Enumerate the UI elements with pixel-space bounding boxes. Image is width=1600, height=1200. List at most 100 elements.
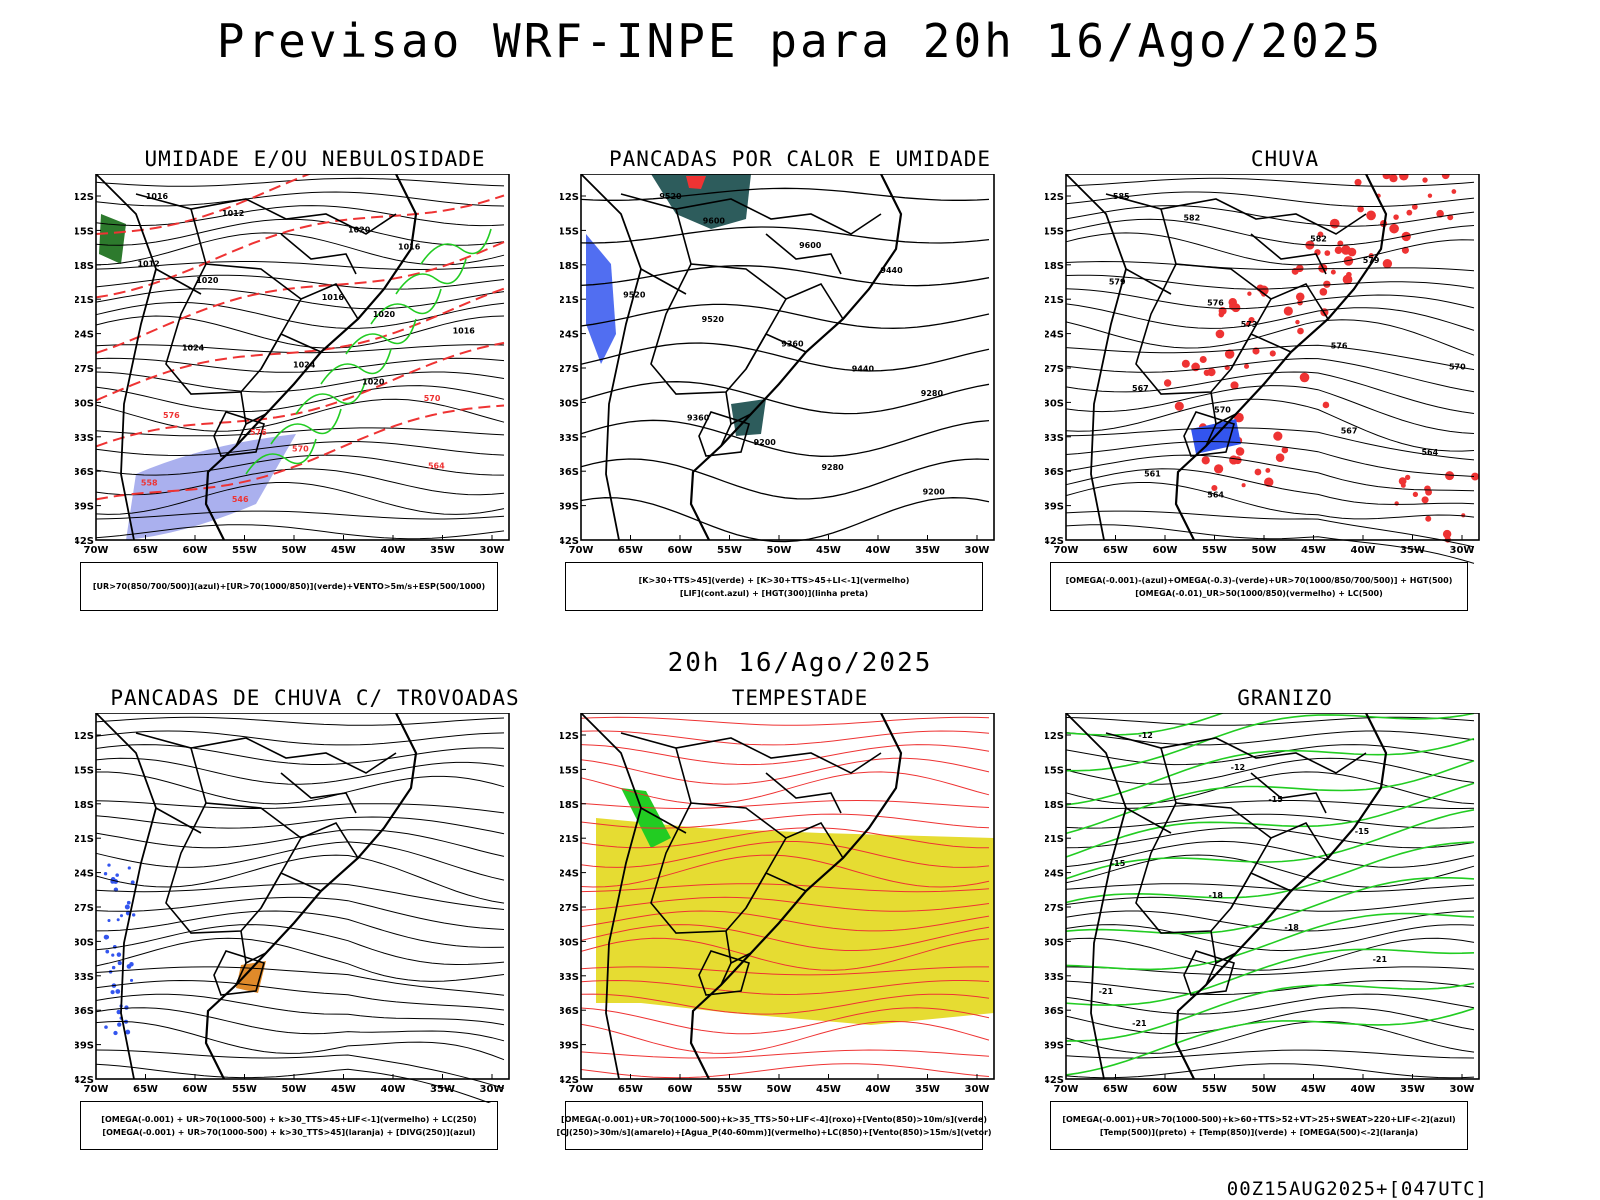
red-rain-dot — [1281, 446, 1289, 454]
red-rain-dot — [1427, 193, 1433, 198]
contour-label: 1020 — [196, 276, 219, 285]
green-humidity-contour — [420, 228, 492, 265]
streamline — [1065, 357, 1475, 393]
red-rain-dot — [1471, 472, 1479, 481]
red-rain-dot — [1357, 205, 1364, 213]
red-rain-dot — [1421, 496, 1429, 504]
legend-box: [OMEGA(-0.001) + UR>70(1000-500) + k>30_… — [80, 1101, 498, 1150]
blue-divergence-dot — [117, 961, 122, 966]
contour-label: 9440 — [852, 364, 875, 373]
lat-label: 15S — [75, 226, 94, 237]
lon-label: 55W — [232, 1084, 257, 1095]
lon-label: 50W — [767, 545, 792, 556]
blue-divergence-dot — [117, 1022, 122, 1027]
red-rain-dot — [1181, 359, 1190, 368]
streamline — [95, 232, 505, 266]
streamline — [95, 757, 505, 785]
lat-label: 21S — [560, 834, 579, 845]
streamline — [580, 744, 990, 766]
streamline — [1065, 854, 1475, 888]
streamline — [95, 937, 505, 982]
lat-label: 24S — [75, 869, 94, 880]
streamline — [580, 799, 990, 809]
lon-label: 70W — [1054, 545, 1079, 556]
streamline — [580, 813, 990, 829]
streamline — [95, 1007, 505, 1042]
red-rain-dot — [1224, 349, 1235, 359]
lon-label: 65W — [618, 545, 643, 556]
contour-label: 9360 — [687, 414, 710, 423]
streamline — [95, 800, 505, 814]
legend-line: [LIF](cont.azul) + [HGT(300)](linha pret… — [679, 588, 869, 598]
lon-label: 30W — [480, 1084, 505, 1095]
streamline — [1065, 827, 1475, 849]
red-rain-dot — [1398, 477, 1407, 486]
contour-label: 576 — [1331, 341, 1348, 350]
lat-label: 42S — [1045, 536, 1064, 547]
height-contour — [580, 381, 990, 415]
legend-line: [OMEGA(-0.001) + UR>70(1000-500) + k>30_… — [101, 1114, 477, 1124]
red-rain-dot — [1322, 401, 1330, 409]
red-rain-dot — [1295, 292, 1305, 302]
streamline — [1065, 468, 1475, 505]
lat-label: 42S — [560, 1075, 579, 1086]
country-border — [235, 423, 247, 447]
streamline — [1065, 524, 1475, 564]
coastline-east — [689, 174, 903, 541]
red-rain-dot — [1399, 174, 1409, 181]
streamline — [1065, 1021, 1475, 1054]
streamline — [1065, 218, 1475, 247]
streamline — [95, 398, 505, 432]
height-contour — [580, 342, 990, 372]
red-rain-dot — [1401, 231, 1411, 242]
legend-line: [K>30+TTS>45](verde) + [K>30+TTS>45+LI<-… — [638, 575, 910, 585]
red-rain-dot — [1244, 363, 1250, 369]
country-border — [765, 772, 842, 814]
main-title: Previsao WRF-INPE para 20h 16/Ago/2025 — [216, 14, 1384, 68]
red-rain-dot — [1389, 174, 1398, 183]
country-border — [155, 268, 202, 295]
lat-label: 30S — [75, 937, 94, 948]
blue-divergence-dot — [113, 1030, 118, 1036]
streamline — [95, 482, 505, 515]
red-rain-dot — [1264, 477, 1274, 487]
map-background — [581, 174, 994, 540]
green-humidity-contour — [270, 408, 342, 445]
green-temperature-contour — [1065, 948, 1475, 1006]
lat-label: 33S — [75, 433, 94, 444]
country-border — [280, 772, 357, 814]
lon-label: 70W — [1054, 1084, 1079, 1095]
blue-divergence-dot — [111, 965, 116, 970]
lon-label: 30W — [1450, 545, 1475, 556]
contour-label: 576 — [163, 411, 180, 420]
lon-label: 60W — [183, 1084, 208, 1095]
yellow-jet-area — [596, 818, 994, 1025]
lat-label: 18S — [75, 800, 94, 811]
blue-divergence-dot — [115, 873, 119, 877]
contour-label: 582 — [1310, 235, 1327, 244]
blue-divergence-dot — [124, 1005, 129, 1010]
red-rain-dot — [1265, 467, 1271, 473]
country-border — [1125, 807, 1172, 834]
map-background — [1066, 713, 1479, 1079]
lat-label: 18S — [560, 261, 579, 272]
lon-label: 40W — [866, 1084, 891, 1095]
lat-label: 24S — [1045, 330, 1064, 341]
red-rain-dot — [1411, 204, 1418, 210]
red-rain-dot — [1451, 189, 1457, 194]
lat-label: 12S — [1045, 731, 1064, 742]
lat-label: 36S — [75, 1006, 94, 1017]
lat-label: 18S — [1045, 261, 1064, 272]
lat-label: 12S — [560, 192, 579, 203]
red-rain-dot — [1445, 471, 1455, 481]
map-frame — [1065, 174, 1480, 541]
lon-label: 45W — [816, 545, 841, 556]
legend-box: [OMEGA(-0.001)+UR>70(1000-500)+k>35_TTS>… — [556, 1101, 992, 1150]
streamline — [1065, 371, 1475, 414]
coastline-west — [1065, 713, 1127, 1080]
lat-label: 30S — [75, 398, 94, 409]
red-rain-dot — [1394, 501, 1399, 506]
